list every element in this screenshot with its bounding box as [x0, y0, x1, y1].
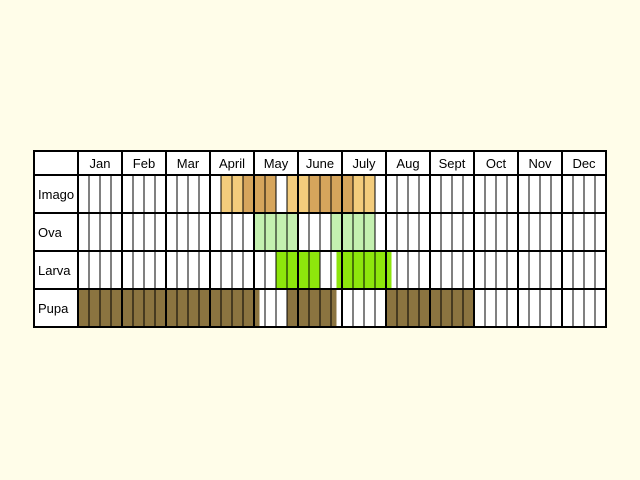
row-label-larva: Larva: [38, 263, 71, 278]
month-header-oct: Oct: [486, 156, 507, 171]
band-pupa-0: [78, 290, 260, 326]
row-label-imago: Imago: [38, 187, 74, 202]
month-header-june: June: [306, 156, 334, 171]
band-pupa-1: [287, 290, 337, 326]
month-header-nov: Nov: [528, 156, 552, 171]
month-header-sept: Sept: [439, 156, 466, 171]
month-header-may: May: [264, 156, 289, 171]
row-label-ova: Ova: [38, 225, 63, 240]
chart-grid: [33, 150, 607, 328]
band-imago-2: [243, 176, 276, 212]
table-border: [33, 150, 607, 328]
month-header-mar: Mar: [177, 156, 200, 171]
month-header-july: July: [352, 156, 376, 171]
row-label-pupa: Pupa: [38, 301, 69, 316]
month-header-dec: Dec: [572, 156, 596, 171]
band-imago-0: [221, 176, 232, 212]
month-header-april: April: [219, 156, 245, 171]
month-header-feb: Feb: [133, 156, 155, 171]
band-imago-1: [232, 176, 243, 212]
month-header-jan: Jan: [90, 156, 111, 171]
chart-labels: Jan Feb Mar April May June July Aug Sept Oct Nov De…: [38, 156, 596, 316]
month-header-aug: Aug: [396, 156, 419, 171]
